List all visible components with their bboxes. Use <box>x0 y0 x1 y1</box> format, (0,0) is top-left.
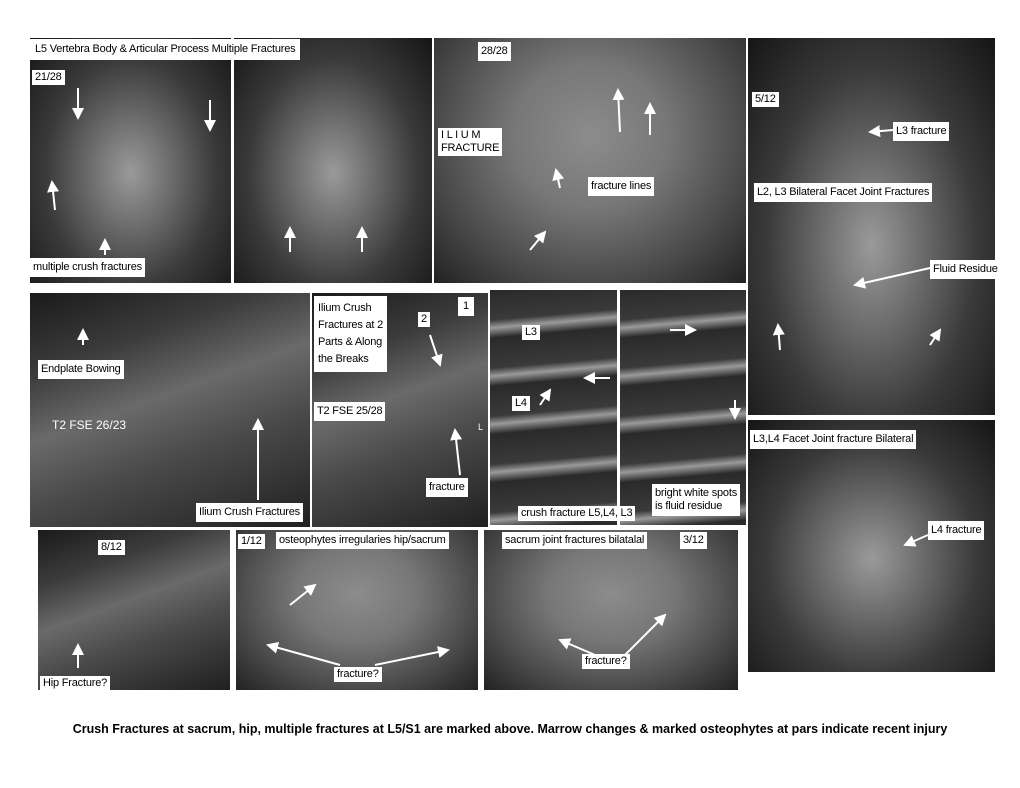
slice-label: 28/28 <box>478 42 511 61</box>
text-line: I L I U M <box>441 129 481 141</box>
marker-label: L <box>478 422 484 432</box>
annotation: osteophytes irregularies hip/sacrum <box>276 532 449 549</box>
annotation: Fluid Residue <box>930 260 1001 279</box>
mri-image <box>434 38 746 283</box>
level-label: L4 <box>512 396 530 411</box>
panel-title: L5 Vertebra Body & Articular Process Mul… <box>30 39 301 60</box>
sequence-label: T2 FSE 26/23 <box>52 418 127 432</box>
annotation: Hip Fracture? <box>40 676 111 691</box>
slice-label: 3/12 <box>680 532 707 549</box>
sequence-label: T2 FSE 25/28 <box>314 402 386 421</box>
annotation: Ilium Crush Fractures <box>196 503 303 522</box>
annotation: 1 <box>458 297 474 316</box>
annotation: Endplate Bowing <box>38 360 124 379</box>
text-line: Parts & Along <box>318 336 383 348</box>
annotation: fracture lines <box>588 177 655 196</box>
text-line: FRACTURE <box>441 142 500 154</box>
text-line: the Breaks <box>318 353 369 365</box>
mri-image <box>236 530 478 690</box>
annotation: fracture? <box>334 667 382 682</box>
text-line: Fractures at 2 <box>318 319 384 331</box>
annotation: fracture? <box>582 654 630 669</box>
slice-label: 5/12 <box>752 92 779 107</box>
mri-image <box>748 420 995 672</box>
annotation: multiple crush fractures <box>30 258 145 277</box>
annotation: I L I U M FRACTURE <box>438 128 503 156</box>
mri-image <box>234 38 432 283</box>
annotation: sacrum joint fractures bilatalal <box>502 532 648 549</box>
mri-image <box>30 293 310 527</box>
annotation: Ilium Crush Fractures at 2 Parts & Along th… <box>314 296 388 372</box>
mri-image <box>38 530 230 690</box>
text-line: bright white spots <box>655 487 737 499</box>
mri-image <box>490 290 617 525</box>
annotation: bright white spots is fluid residue <box>652 484 740 516</box>
text-line: Ilium Crush <box>318 302 372 314</box>
slice-label: 21/28 <box>32 70 65 85</box>
mri-image <box>748 38 995 415</box>
annotation: fracture <box>426 478 468 497</box>
annotation: L3 fracture <box>893 122 950 141</box>
annotation: 2 <box>418 312 430 327</box>
level-label: L3 <box>522 325 540 340</box>
annotation: crush fracture L5,L4, L3 <box>518 506 636 521</box>
annotation: L2, L3 Bilateral Facet Joint Fractures <box>754 183 933 202</box>
annotation: L3,L4 Facet Joint fracture Bilateral <box>750 430 917 449</box>
slice-label: 8/12 <box>98 540 125 555</box>
text-line: is fluid residue <box>655 500 723 512</box>
caption: Crush Fractures at sacrum, hip, multiple… <box>72 722 948 736</box>
slice-label: 1/12 <box>238 534 265 549</box>
arrow-group <box>47 88 942 668</box>
annotation: L4 fracture <box>928 521 985 540</box>
